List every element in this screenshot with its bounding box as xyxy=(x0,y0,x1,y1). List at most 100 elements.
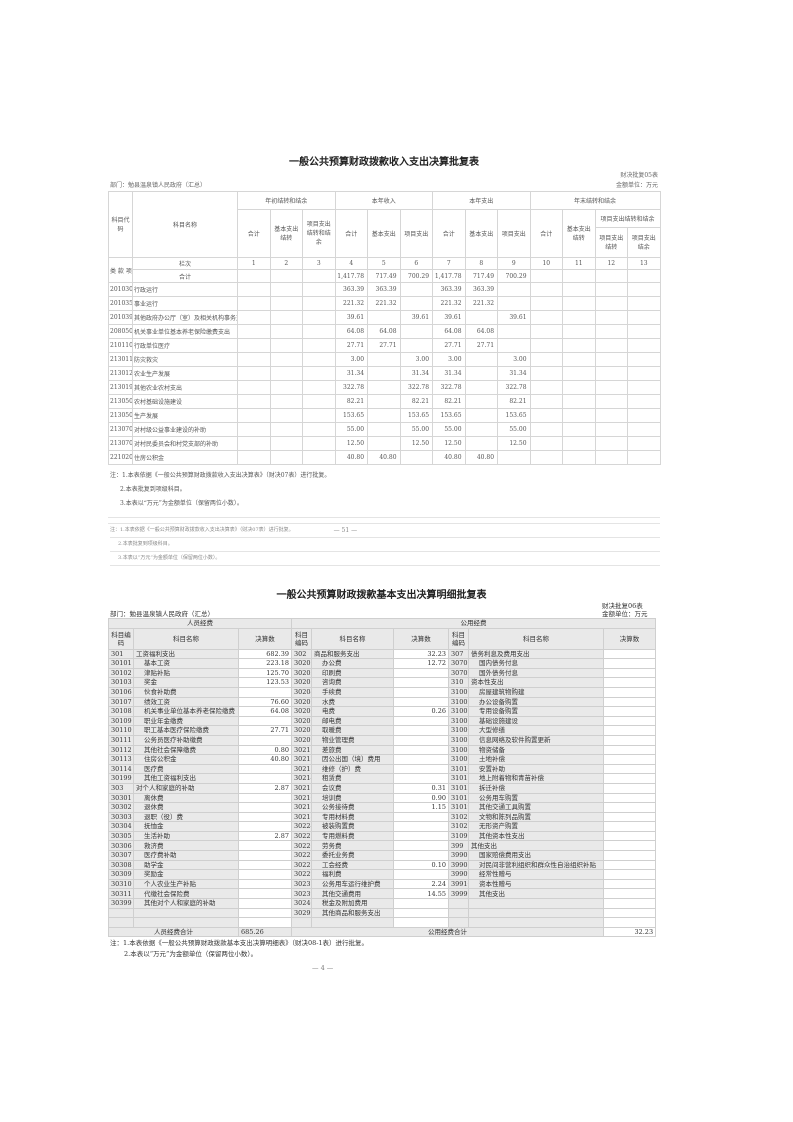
amount-cell: 64.08 xyxy=(432,324,466,339)
table-row: 30299其他商品和服务支出 xyxy=(108,907,657,919)
amount-cell xyxy=(627,310,661,325)
name-cell: 救济费 xyxy=(133,840,239,852)
amount-cell xyxy=(367,408,401,423)
public-total: 32.23 xyxy=(603,926,657,938)
amount-cell xyxy=(367,394,401,409)
amount-cell xyxy=(302,380,336,395)
amount-cell xyxy=(627,380,661,395)
name-cell: 机关事业单位基本养老保险缴费 xyxy=(133,706,239,717)
amount-cell xyxy=(367,380,401,395)
code-cell: 30305 xyxy=(108,830,134,842)
name-cell: 取暖费 xyxy=(311,725,395,736)
code-cell: 30227 xyxy=(291,850,313,861)
amount-cell xyxy=(237,450,271,465)
amount-cell xyxy=(464,366,499,381)
name-cell: 公务接待费 xyxy=(311,802,395,813)
name-cell: 医疗费补助 xyxy=(133,850,239,861)
name-cell: 委托业务费 xyxy=(311,850,395,861)
amount-cell xyxy=(627,338,661,353)
name-cell: 其他工资福利支出 xyxy=(133,773,239,784)
code-cell: 30202 xyxy=(291,667,313,679)
name-cell: 退职（役）费 xyxy=(133,811,239,823)
amount-cell: 82.21 xyxy=(432,394,466,409)
amount-cell: 39.61 xyxy=(399,310,434,325)
amount-cell: 2.87 xyxy=(237,782,293,794)
name-cell: 奖金 xyxy=(133,677,239,688)
group-public: 公用经费 xyxy=(291,618,657,629)
amount-cell: 3.00 xyxy=(399,352,434,367)
amount-cell xyxy=(562,450,596,465)
subject-name: 行政单位医疗 xyxy=(132,338,238,353)
amount-cell: 55.00 xyxy=(432,422,466,437)
code-cell: 30110 xyxy=(108,725,134,736)
name-cell: 专用材料费 xyxy=(311,811,395,823)
name-cell: 医疗费 xyxy=(133,763,239,775)
code-cell: 31022 xyxy=(448,821,470,832)
amount-cell xyxy=(393,898,450,909)
amount-cell xyxy=(594,436,629,451)
amount-cell: 153.65 xyxy=(432,408,466,423)
code-cell: 31011 xyxy=(448,773,470,784)
amount-cell xyxy=(269,352,303,367)
subject-name: 其他政府办公厅（室）及相关机构事务支出 xyxy=(132,310,238,325)
amount-cell: 27.71 xyxy=(367,338,401,353)
amount-cell xyxy=(603,850,657,861)
amount-cell xyxy=(594,408,629,423)
code-cell: 30204 xyxy=(291,686,313,698)
subject-code: 2130705 xyxy=(108,436,133,451)
amount-cell xyxy=(237,436,271,451)
amount-cell xyxy=(562,366,596,381)
code-cell: 30212 xyxy=(291,754,313,765)
amount-cell xyxy=(464,394,499,409)
code-cell: 31001 xyxy=(448,686,470,698)
name-cell: 国外债务付息 xyxy=(468,667,605,679)
note: 3.本表以“万元”为金额单位（保留两位小数）。 xyxy=(120,500,243,507)
code-cell: 30308 xyxy=(108,859,134,871)
code-cell: 39999 xyxy=(448,888,470,900)
code-cell: 30101 xyxy=(108,658,134,669)
amount-cell xyxy=(603,773,657,784)
code-cell: 30301 xyxy=(108,792,134,804)
amount-cell xyxy=(603,907,657,919)
col-number: 11 xyxy=(562,257,596,270)
amount-cell: 123.53 xyxy=(237,677,293,688)
table2-unit: 金额单位：万元 xyxy=(602,610,648,618)
amount-cell xyxy=(594,380,629,395)
amount-cell: 221.32 xyxy=(367,296,401,311)
subject-code: 2080505 xyxy=(108,324,133,339)
amount-cell xyxy=(603,648,657,660)
table2-form-number: 财决批复06表 xyxy=(602,602,643,610)
amount-cell xyxy=(529,282,564,297)
amount-cell xyxy=(399,450,434,465)
amount-cell xyxy=(393,811,450,823)
amount-cell xyxy=(497,450,531,465)
amount-cell: 76.60 xyxy=(237,696,293,708)
name-cell: 职工基本医疗保险缴费 xyxy=(133,725,239,736)
amount-cell xyxy=(269,436,303,451)
name-cell: 维修（护）费 xyxy=(311,763,395,775)
code-cell: 31019 xyxy=(448,802,470,813)
amount-cell: 221.32 xyxy=(432,296,466,311)
amount-cell xyxy=(237,811,293,823)
amount-cell: 55.00 xyxy=(497,422,531,437)
h-total: 合计 xyxy=(529,209,564,258)
blank-cell xyxy=(108,917,134,928)
amount-cell: 221.32 xyxy=(464,296,499,311)
amount-cell xyxy=(594,394,629,409)
amount-cell xyxy=(529,352,564,367)
page-number: — 4 — xyxy=(312,964,334,973)
subject-name: 农村基础设施建设 xyxy=(132,394,238,409)
group-personnel: 人员经费 xyxy=(107,618,293,629)
table1-notes: 注：1.本表依据《一般公共预算财政拨款收入支出决算表》（财决07表）进行批复。 … xyxy=(108,465,660,511)
amount-cell: 153.65 xyxy=(334,408,369,423)
name-cell: 安置补助 xyxy=(468,763,605,775)
amount-cell xyxy=(302,324,336,339)
col-number: 7 xyxy=(432,257,466,270)
amount-cell xyxy=(603,667,657,679)
amount-cell xyxy=(529,422,564,437)
amount-cell xyxy=(603,840,657,852)
